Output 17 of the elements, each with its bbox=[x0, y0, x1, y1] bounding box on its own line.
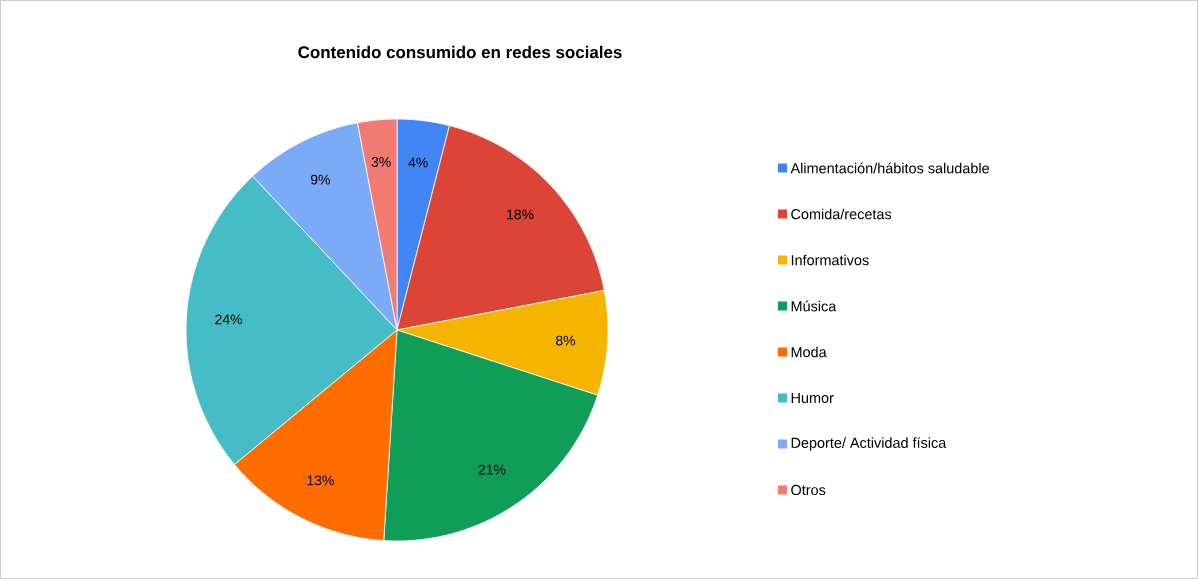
chart-title: Contenido consumido en redes sociales bbox=[298, 45, 622, 59]
legend-label: Deporte/ Actividad física bbox=[791, 437, 947, 451]
legend-label: Humor bbox=[791, 392, 834, 404]
data-label: 9% bbox=[310, 174, 330, 185]
data-label: 21% bbox=[478, 464, 506, 475]
legend-label: Moda bbox=[791, 346, 827, 358]
legend-label: Alimentación/hábitos saludable bbox=[790, 162, 989, 174]
legend-label: Informativos bbox=[791, 254, 869, 266]
data-label: 8% bbox=[556, 335, 576, 346]
data-label: 13% bbox=[307, 475, 334, 486]
legend-label: Comida/recetas bbox=[791, 208, 892, 220]
data-label: 4% bbox=[408, 157, 428, 168]
data-label: 18% bbox=[507, 209, 534, 220]
legend-label: Música bbox=[791, 300, 837, 312]
legend-label: Otros bbox=[791, 484, 826, 496]
data-label: 3% bbox=[371, 156, 391, 167]
data-label: 24% bbox=[215, 314, 242, 325]
